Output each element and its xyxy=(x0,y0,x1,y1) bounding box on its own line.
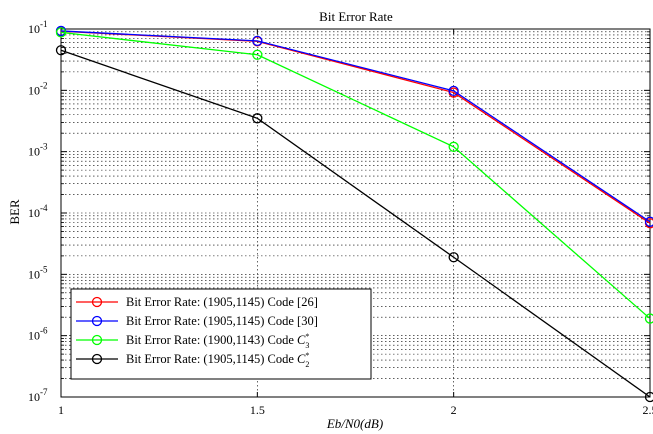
data-point xyxy=(252,49,263,60)
data-point xyxy=(644,313,653,324)
data-point xyxy=(448,85,459,97)
data-point xyxy=(448,252,459,263)
x-tick-label: 2 xyxy=(451,403,457,417)
y-tick-label: 10-5 xyxy=(28,264,48,281)
data-point xyxy=(252,113,263,124)
x-tick-label: 2.5 xyxy=(643,403,653,417)
legend: Bit Error Rate: (1905,1145) Code [26] Bit… xyxy=(70,288,372,380)
legend-marker xyxy=(91,353,103,365)
legend-label: Bit Error Rate: (1905,1145) Code [26] xyxy=(126,295,318,309)
legend-marker xyxy=(91,315,103,327)
series-lines xyxy=(55,25,653,403)
series-line xyxy=(60,30,651,223)
legend-label: Bit Error Rate: (1905,1145) Code [30] xyxy=(126,314,318,328)
y-tick-label: 10-7 xyxy=(28,387,48,404)
y-tick-label: 10-1 xyxy=(28,19,48,36)
chart-title: Bit Error Rate xyxy=(319,9,393,24)
x-axis-label: Eb/N0(dB) xyxy=(326,416,383,431)
y-tick-label: 10-4 xyxy=(28,203,48,220)
series-line xyxy=(60,31,651,320)
y-tick-label: 10-3 xyxy=(28,142,48,159)
data-point xyxy=(644,391,653,403)
data-point xyxy=(252,35,263,47)
y-tick-label: 10-6 xyxy=(28,326,48,343)
series-line xyxy=(60,49,651,398)
data-point xyxy=(55,27,67,38)
y-tick-label: 10-2 xyxy=(28,80,48,97)
legend-marker xyxy=(91,334,103,346)
data-point xyxy=(55,45,67,56)
data-point xyxy=(644,216,653,227)
legend-marker xyxy=(91,296,103,308)
x-tick-label: 1.5 xyxy=(250,403,265,417)
x-tick-label: 1 xyxy=(58,403,64,417)
legend-label: Bit Error Rate: (1900,1143) Code C* 3 xyxy=(126,332,309,350)
data-point xyxy=(448,141,459,152)
legend-label: Bit Error Rate: (1905,1145) Code C* 2 xyxy=(126,351,309,369)
y-axis-label: BER xyxy=(7,199,22,225)
legend-box xyxy=(70,288,372,380)
axis-ticks: 1 1.5 2 2.5 10-1 10-2 10-3 10-4 10-5 10-6 10-7 xyxy=(28,19,653,417)
